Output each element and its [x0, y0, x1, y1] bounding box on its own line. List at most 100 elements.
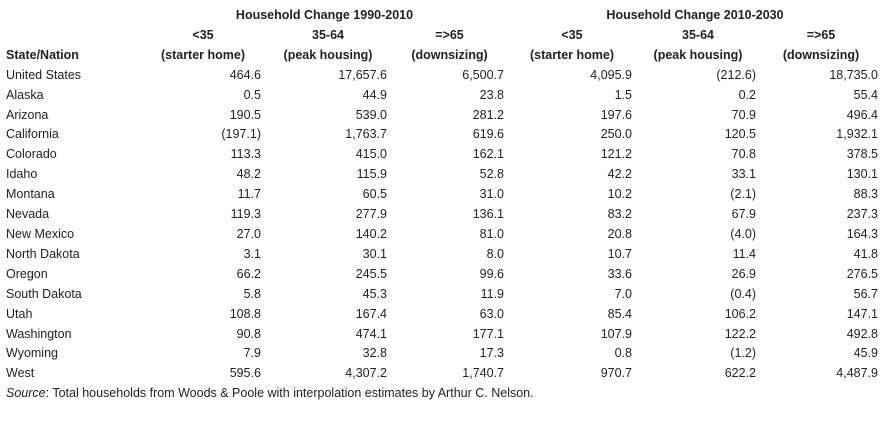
row-name: Colorado — [6, 147, 57, 162]
row-value: 1,932.1 — [836, 127, 878, 142]
row-value: 415.0 — [355, 147, 387, 162]
row-value: 11.9 — [480, 286, 504, 301]
row-value: 18,735.0 — [829, 67, 878, 82]
row-name: Utah — [6, 306, 33, 321]
table-row: United States 464.6 17,657.6 6,500.7 4,095.9… — [6, 66, 882, 86]
row-value: 464.6 — [229, 67, 261, 82]
row-name: West — [6, 366, 35, 381]
row-value: 121.2 — [600, 147, 632, 162]
col-desc-header: (peak housing) — [653, 47, 743, 62]
row-value: 10.2 — [607, 187, 632, 202]
row-value: 539.0 — [355, 107, 387, 122]
row-value: (212.6) — [716, 67, 756, 82]
desc-header-row: State/Nation (starter home) (peak housin… — [6, 46, 882, 66]
row-value: 619.6 — [472, 127, 504, 142]
row-value: 970.7 — [600, 366, 632, 381]
row-value: 33.1 — [731, 167, 756, 182]
row-value: 70.9 — [731, 107, 756, 122]
row-value: 56.7 — [853, 286, 878, 301]
row-value: 1,763.7 — [345, 127, 387, 142]
row-value: 10.7 — [607, 246, 632, 261]
row-value: 45.3 — [362, 286, 387, 301]
table-row: North Dakota 3.1 30.1 8.0 10.7 11.4 41.8 — [6, 245, 882, 265]
col-desc-header: (downsizing) — [411, 47, 488, 62]
col-age-header: <35 — [192, 27, 214, 42]
row-value: (1.2) — [730, 346, 756, 361]
source-text: : Total households from Woods & Poole wi… — [45, 386, 534, 401]
row-value: 119.3 — [230, 207, 261, 222]
row-value: 4,095.9 — [590, 67, 632, 82]
row-value: 113.3 — [230, 147, 261, 162]
row-value: 31.0 — [479, 187, 504, 202]
source-label: Source — [6, 386, 46, 401]
row-value: 42.2 — [607, 167, 632, 182]
row-value: 1.5 — [614, 87, 632, 102]
row-value: 622.2 — [724, 366, 756, 381]
col-desc-header: (peak housing) — [283, 47, 373, 62]
row-value: 8.0 — [486, 246, 504, 261]
row-name: United States — [6, 67, 82, 82]
row-value: 44.9 — [362, 87, 387, 102]
col-age-header: <35 — [561, 27, 583, 42]
row-value: (197.1) — [221, 127, 261, 142]
row-value: 45.9 — [853, 346, 878, 361]
row-value: 30.1 — [362, 246, 387, 261]
row-value: 136.1 — [472, 207, 504, 222]
row-value: 0.2 — [738, 87, 756, 102]
row-value: 276.5 — [846, 266, 878, 281]
source-row: Source: Total households from Woods & Po… — [6, 384, 882, 404]
row-value: 27.0 — [236, 226, 261, 241]
row-name: Wyoming — [6, 346, 58, 361]
row-name: Alaska — [6, 87, 44, 102]
row-value: 496.4 — [846, 107, 878, 122]
row-name: Washington — [6, 326, 72, 341]
row-value: 162.1 — [472, 147, 504, 162]
row-value: 3.1 — [243, 246, 261, 261]
row-value: 41.8 — [853, 246, 878, 261]
row-value: 33.6 — [607, 266, 632, 281]
row-value: 492.8 — [846, 326, 878, 341]
table-row: South Dakota 5.8 45.3 11.9 7.0 (0.4) 56.7 — [6, 285, 882, 305]
group-title-1990-2010: Household Change 1990-2010 — [235, 8, 414, 22]
row-value: 6,500.7 — [462, 67, 504, 82]
row-name: Montana — [6, 187, 55, 202]
table-row: New Mexico 27.0 140.2 81.0 20.8 (4.0) 164.3 — [6, 225, 882, 245]
row-value: 140.2 — [355, 226, 387, 241]
row-value: 0.5 — [243, 87, 261, 102]
row-value: 63.0 — [479, 306, 504, 321]
row-value: 167.4 — [355, 306, 387, 321]
row-value: 52.8 — [479, 167, 504, 182]
row-value: 4,307.2 — [345, 366, 387, 381]
row-value: 70.8 — [731, 147, 756, 162]
source-note: Source: Total households from Woods & Po… — [6, 384, 882, 404]
table-row: Montana 11.7 60.5 31.0 10.2 (2.1) 88.3 — [6, 185, 882, 205]
col-desc-header: (starter home) — [160, 47, 246, 62]
row-value: 190.5 — [229, 107, 261, 122]
row-value: 108.8 — [229, 306, 261, 321]
row-value: 81.0 — [479, 226, 504, 241]
col-desc-header: (downsizing) — [782, 47, 860, 62]
row-value: 378.5 — [846, 147, 878, 162]
row-value: 5.8 — [243, 286, 261, 301]
row-value: 0.8 — [614, 346, 632, 361]
row-value: 147.1 — [846, 306, 878, 321]
row-name: Arizona — [6, 107, 49, 122]
table-row: Wyoming 7.9 32.8 17.3 0.8 (1.2) 45.9 — [6, 344, 882, 364]
table-row: Utah 108.8 167.4 63.0 85.4 106.2 147.1 — [6, 305, 882, 325]
row-value: 197.6 — [600, 107, 632, 122]
row-value: 250.0 — [600, 127, 632, 142]
table-row: Arizona 190.5 539.0 281.2 197.6 70.9 496.4 — [6, 106, 882, 126]
row-value: 11.7 — [237, 187, 261, 202]
col-age-header: 35-64 — [312, 27, 344, 42]
row-value: 67.9 — [731, 207, 756, 222]
row-value: 90.8 — [236, 326, 261, 341]
row-value: 130.1 — [846, 167, 878, 182]
row-value: 60.5 — [362, 187, 387, 202]
row-value: 32.8 — [362, 346, 387, 361]
row-value: 245.5 — [355, 266, 387, 281]
row-value: 20.8 — [607, 226, 632, 241]
table-row: Alaska 0.5 44.9 23.8 1.5 0.2 55.4 — [6, 86, 882, 106]
row-value: 277.9 — [355, 207, 387, 222]
row-value: 120.5 — [724, 127, 756, 142]
